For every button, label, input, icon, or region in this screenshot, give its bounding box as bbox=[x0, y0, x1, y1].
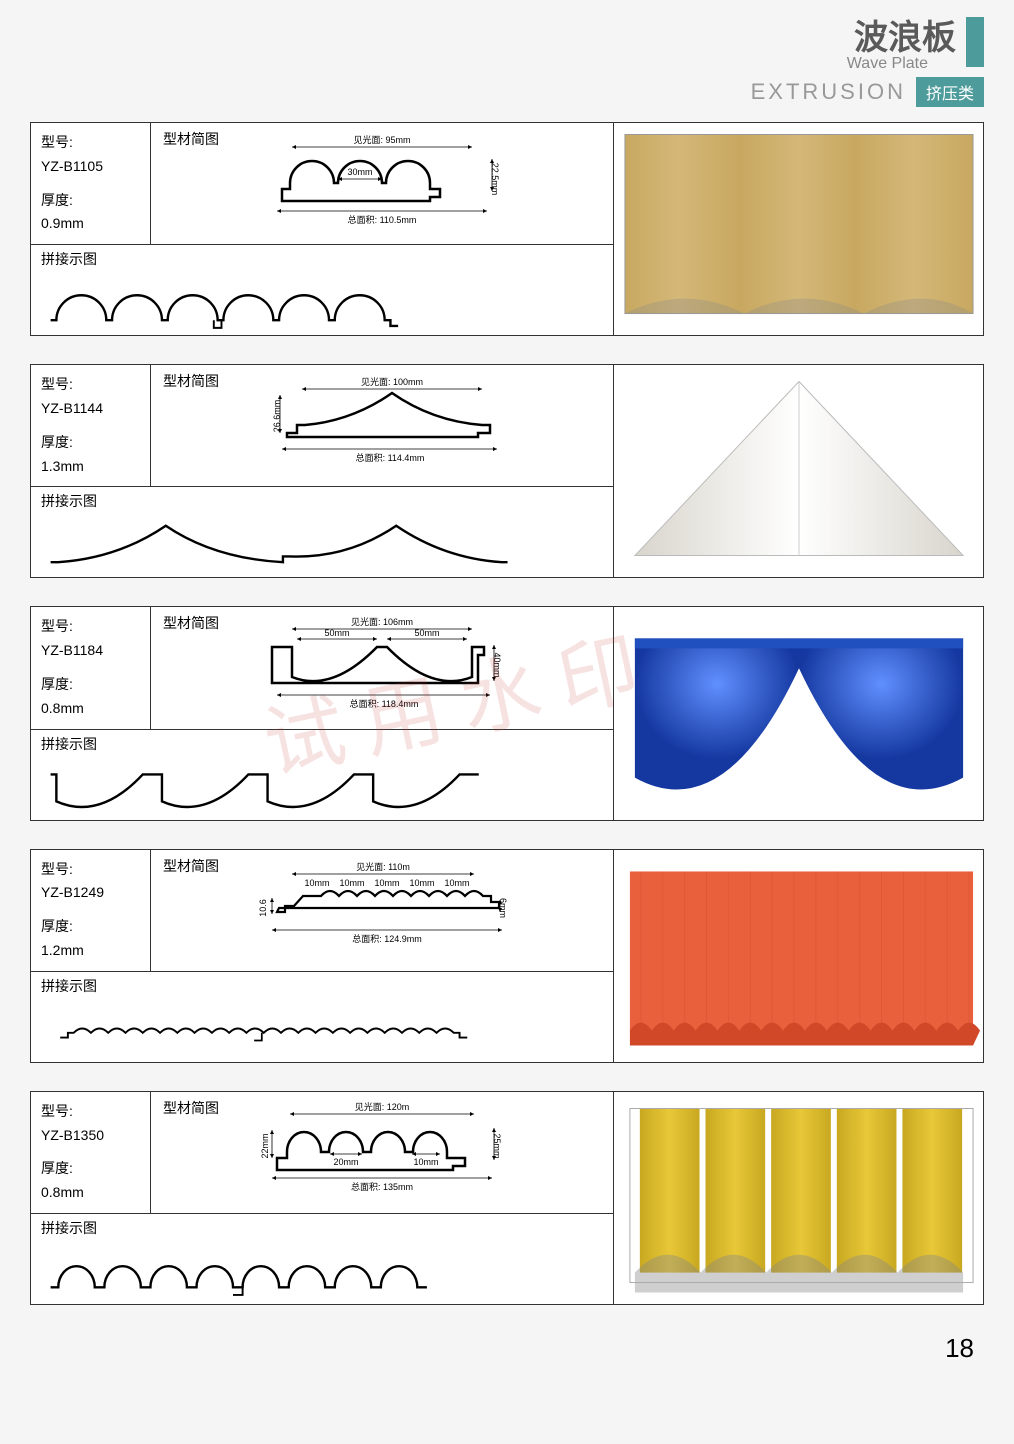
svg-text:10mm: 10mm bbox=[413, 1157, 438, 1167]
model-label: 型号: bbox=[41, 861, 73, 877]
joint-diagram: 拼接示图 bbox=[31, 729, 613, 820]
svg-text:6mm: 6mm bbox=[498, 898, 508, 918]
diagram-title: 型材简图 bbox=[163, 613, 219, 633]
model-value: YZ-B1184 bbox=[41, 639, 140, 663]
svg-text:10.6: 10.6 bbox=[258, 899, 268, 917]
svg-text:见光面: 110m: 见光面: 110m bbox=[356, 861, 410, 872]
joint-title: 拼接示图 bbox=[41, 491, 603, 511]
profile-diagram: 型材简图 见光面: 120m 22mm 20mm 10mm 25mm 总面积: … bbox=[151, 1092, 613, 1213]
svg-text:50mm: 50mm bbox=[324, 628, 349, 638]
svg-text:20mm: 20mm bbox=[333, 1157, 358, 1167]
product-photo bbox=[613, 850, 983, 1062]
product-info: 型号: YZ-B1144 厚度: 1.3mm bbox=[31, 365, 151, 486]
joint-diagram: 拼接示图 bbox=[31, 1213, 613, 1304]
svg-text:10mm: 10mm bbox=[409, 878, 434, 888]
thickness-value: 0.8mm bbox=[41, 1181, 140, 1205]
product-photo bbox=[613, 365, 983, 577]
accent-bar bbox=[966, 17, 984, 67]
product-card: 型号: YZ-B1350 厚度: 0.8mm 型材简图 见光面: 120m 22… bbox=[30, 1091, 984, 1305]
svg-text:总面积: 135mm: 总面积: 135mm bbox=[351, 1181, 413, 1192]
model-value: YZ-B1105 bbox=[41, 155, 140, 179]
joint-title: 拼接示图 bbox=[41, 976, 603, 996]
svg-text:26.6mm: 26.6mm bbox=[272, 400, 282, 433]
svg-text:25mm: 25mm bbox=[492, 1133, 502, 1158]
product-photo bbox=[613, 607, 983, 819]
svg-text:30mm: 30mm bbox=[347, 167, 372, 177]
joint-diagram: 拼接示图 bbox=[31, 486, 613, 577]
svg-text:见光面: 95mm: 见光面: 95mm bbox=[353, 134, 410, 145]
joint-diagram: 拼接示图 bbox=[31, 244, 613, 335]
product-card: 型号: YZ-B1105 厚度: 0.9mm 型材简图 见光面: 95mm 30… bbox=[30, 122, 984, 336]
thickness-value: 0.8mm bbox=[41, 697, 140, 721]
product-photo bbox=[613, 123, 983, 335]
svg-text:总面积: 110.5mm: 总面积: 110.5mm bbox=[348, 214, 417, 225]
model-label: 型号: bbox=[41, 1103, 73, 1119]
profile-diagram: 型材简图 见光面: 106mm 50mm 50mm 40mm 总面积: 118.… bbox=[151, 607, 613, 728]
svg-text:总面积: 124.9mm: 总面积: 124.9mm bbox=[352, 933, 422, 944]
svg-text:40mm: 40mm bbox=[492, 653, 502, 678]
model-value: YZ-B1144 bbox=[41, 397, 140, 421]
model-label: 型号: bbox=[41, 618, 73, 634]
svg-text:见光面: 106mm: 见光面: 106mm bbox=[351, 616, 413, 627]
product-card: 型号: YZ-B1249 厚度: 1.2mm 型材简图 见光面: 110m 10… bbox=[30, 849, 984, 1063]
svg-text:总面积: 114.4mm: 总面积: 114.4mm bbox=[356, 452, 425, 463]
thickness-label: 厚度: bbox=[41, 434, 73, 450]
thickness-label: 厚度: bbox=[41, 918, 73, 934]
diagram-title: 型材简图 bbox=[163, 371, 219, 391]
product-card: 型号: YZ-B1184 厚度: 0.8mm 型材简图 见光面: 106mm 5… bbox=[30, 606, 984, 820]
model-label: 型号: bbox=[41, 134, 73, 150]
svg-text:10mm: 10mm bbox=[304, 878, 329, 888]
joint-title: 拼接示图 bbox=[41, 734, 603, 754]
svg-text:10mm: 10mm bbox=[339, 878, 364, 888]
diagram-title: 型材简图 bbox=[163, 856, 219, 876]
model-value: YZ-B1350 bbox=[41, 1124, 140, 1148]
category-english: EXTRUSION bbox=[751, 79, 906, 105]
svg-text:10mm: 10mm bbox=[444, 878, 469, 888]
svg-text:见光面: 100mm: 见光面: 100mm bbox=[361, 376, 423, 387]
page-header: 波浪板 Wave Plate EXTRUSION 挤压类 bbox=[30, 10, 984, 107]
joint-diagram: 拼接示图 bbox=[31, 971, 613, 1062]
svg-text:总面积: 118.4mm: 总面积: 118.4mm bbox=[350, 698, 419, 709]
page-number: 18 bbox=[30, 1333, 984, 1364]
joint-title: 拼接示图 bbox=[41, 249, 603, 269]
thickness-value: 0.9mm bbox=[41, 212, 140, 236]
product-info: 型号: YZ-B1249 厚度: 1.2mm bbox=[31, 850, 151, 971]
title-english: Wave Plate bbox=[847, 55, 928, 73]
diagram-title: 型材简图 bbox=[163, 1098, 219, 1118]
model-value: YZ-B1249 bbox=[41, 881, 140, 905]
product-info: 型号: YZ-B1105 厚度: 0.9mm bbox=[31, 123, 151, 244]
thickness-label: 厚度: bbox=[41, 192, 73, 208]
thickness-value: 1.3mm bbox=[41, 455, 140, 479]
model-label: 型号: bbox=[41, 376, 73, 392]
title-chinese: 波浪板 bbox=[847, 10, 956, 59]
category-tag: 挤压类 bbox=[916, 77, 984, 107]
thickness-value: 1.2mm bbox=[41, 939, 140, 963]
thickness-label: 厚度: bbox=[41, 1160, 73, 1176]
profile-diagram: 型材简图 见光面: 95mm 30mm 22.5mm 总面积: 110.5mm bbox=[151, 123, 613, 244]
product-info: 型号: YZ-B1184 厚度: 0.8mm bbox=[31, 607, 151, 728]
svg-text:22.5mm: 22.5mm bbox=[490, 163, 500, 196]
svg-text:10mm: 10mm bbox=[374, 878, 399, 888]
profile-diagram: 型材简图 见光面: 100mm 26.6mm 总面积: 114.4mm bbox=[151, 365, 613, 486]
joint-title: 拼接示图 bbox=[41, 1218, 603, 1238]
svg-text:50mm: 50mm bbox=[414, 628, 439, 638]
product-info: 型号: YZ-B1350 厚度: 0.8mm bbox=[31, 1092, 151, 1213]
thickness-label: 厚度: bbox=[41, 676, 73, 692]
profile-diagram: 型材简图 见光面: 110m 10mm 10mm 10mm 10mm 10mm 10.6… bbox=[151, 850, 613, 971]
diagram-title: 型材简图 bbox=[163, 129, 219, 149]
svg-text:22mm: 22mm bbox=[260, 1133, 270, 1158]
product-photo bbox=[613, 1092, 983, 1304]
svg-text:见光面: 120m: 见光面: 120m bbox=[355, 1101, 410, 1112]
product-card: 型号: YZ-B1144 厚度: 1.3mm 型材简图 见光面: 100mm 2… bbox=[30, 364, 984, 578]
